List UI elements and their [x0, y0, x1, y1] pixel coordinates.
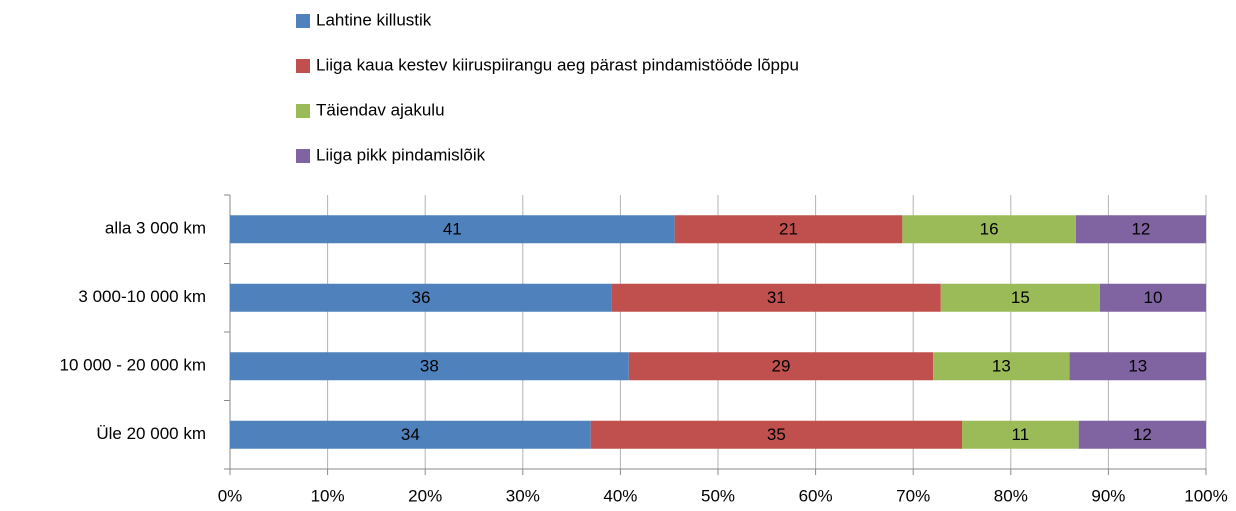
data-label: 13	[992, 357, 1011, 376]
data-label: 41	[443, 220, 462, 239]
bar-segment	[628, 352, 934, 381]
x-tick-label: 80%	[994, 486, 1028, 505]
legend-label: Liiga kaua kestev kiiruspiirangu aeg pär…	[316, 55, 799, 74]
data-label: 38	[420, 357, 439, 376]
x-tick-label: 0%	[218, 486, 243, 505]
legend-swatch	[296, 149, 310, 163]
legend-swatch	[296, 104, 310, 118]
bar-segment	[902, 215, 1076, 244]
x-tick-label: 90%	[1091, 486, 1125, 505]
data-label: 12	[1131, 220, 1150, 239]
x-tick-label: 30%	[506, 486, 540, 505]
x-tick-label: 10%	[311, 486, 345, 505]
x-tick-label: 50%	[701, 486, 735, 505]
y-tick-label: Üle 20 000 km	[96, 424, 206, 443]
legend-label: Liiga pikk pindamislõik	[316, 145, 486, 164]
x-tick-label: 100%	[1184, 486, 1227, 505]
data-label: 15	[1011, 288, 1030, 307]
bar-segment	[230, 420, 591, 449]
y-tick-label: alla 3 000 km	[105, 219, 206, 238]
bar-segment	[1099, 283, 1206, 312]
data-label: 36	[411, 288, 430, 307]
bar-segment	[962, 420, 1079, 449]
data-label: 11	[1012, 425, 1030, 444]
x-tick-label: 70%	[896, 486, 930, 505]
data-label: 10	[1143, 288, 1162, 307]
bar-segment	[940, 283, 1100, 312]
data-label: 34	[401, 425, 420, 444]
bar-segment	[230, 283, 612, 312]
data-label: 31	[767, 288, 786, 307]
data-label: 16	[980, 220, 999, 239]
x-tick-label: 40%	[603, 486, 637, 505]
bar-segment	[933, 352, 1070, 381]
legend-swatch	[296, 59, 310, 73]
bar-segment	[1069, 352, 1206, 381]
bar-segment	[1078, 420, 1206, 449]
bar-segment	[590, 420, 962, 449]
bar-segment	[611, 283, 941, 312]
x-tick-label: 20%	[408, 486, 442, 505]
bar-segment	[230, 352, 629, 381]
data-label: 35	[767, 425, 786, 444]
bar-segment	[1075, 215, 1206, 244]
bar-segment	[674, 215, 903, 244]
bar-segment	[230, 215, 675, 244]
data-label: 21	[779, 220, 798, 239]
data-label: 13	[1128, 357, 1147, 376]
legend-label: Täiendav ajakulu	[316, 100, 445, 119]
x-tick-label: 60%	[799, 486, 833, 505]
legend-swatch	[296, 14, 310, 28]
y-tick-label: 3 000-10 000 km	[78, 287, 206, 306]
data-label: 12	[1133, 425, 1152, 444]
data-label: 29	[772, 357, 791, 376]
legend-label: Lahtine killustik	[316, 10, 432, 29]
y-tick-label: 10 000 - 20 000 km	[60, 356, 206, 375]
